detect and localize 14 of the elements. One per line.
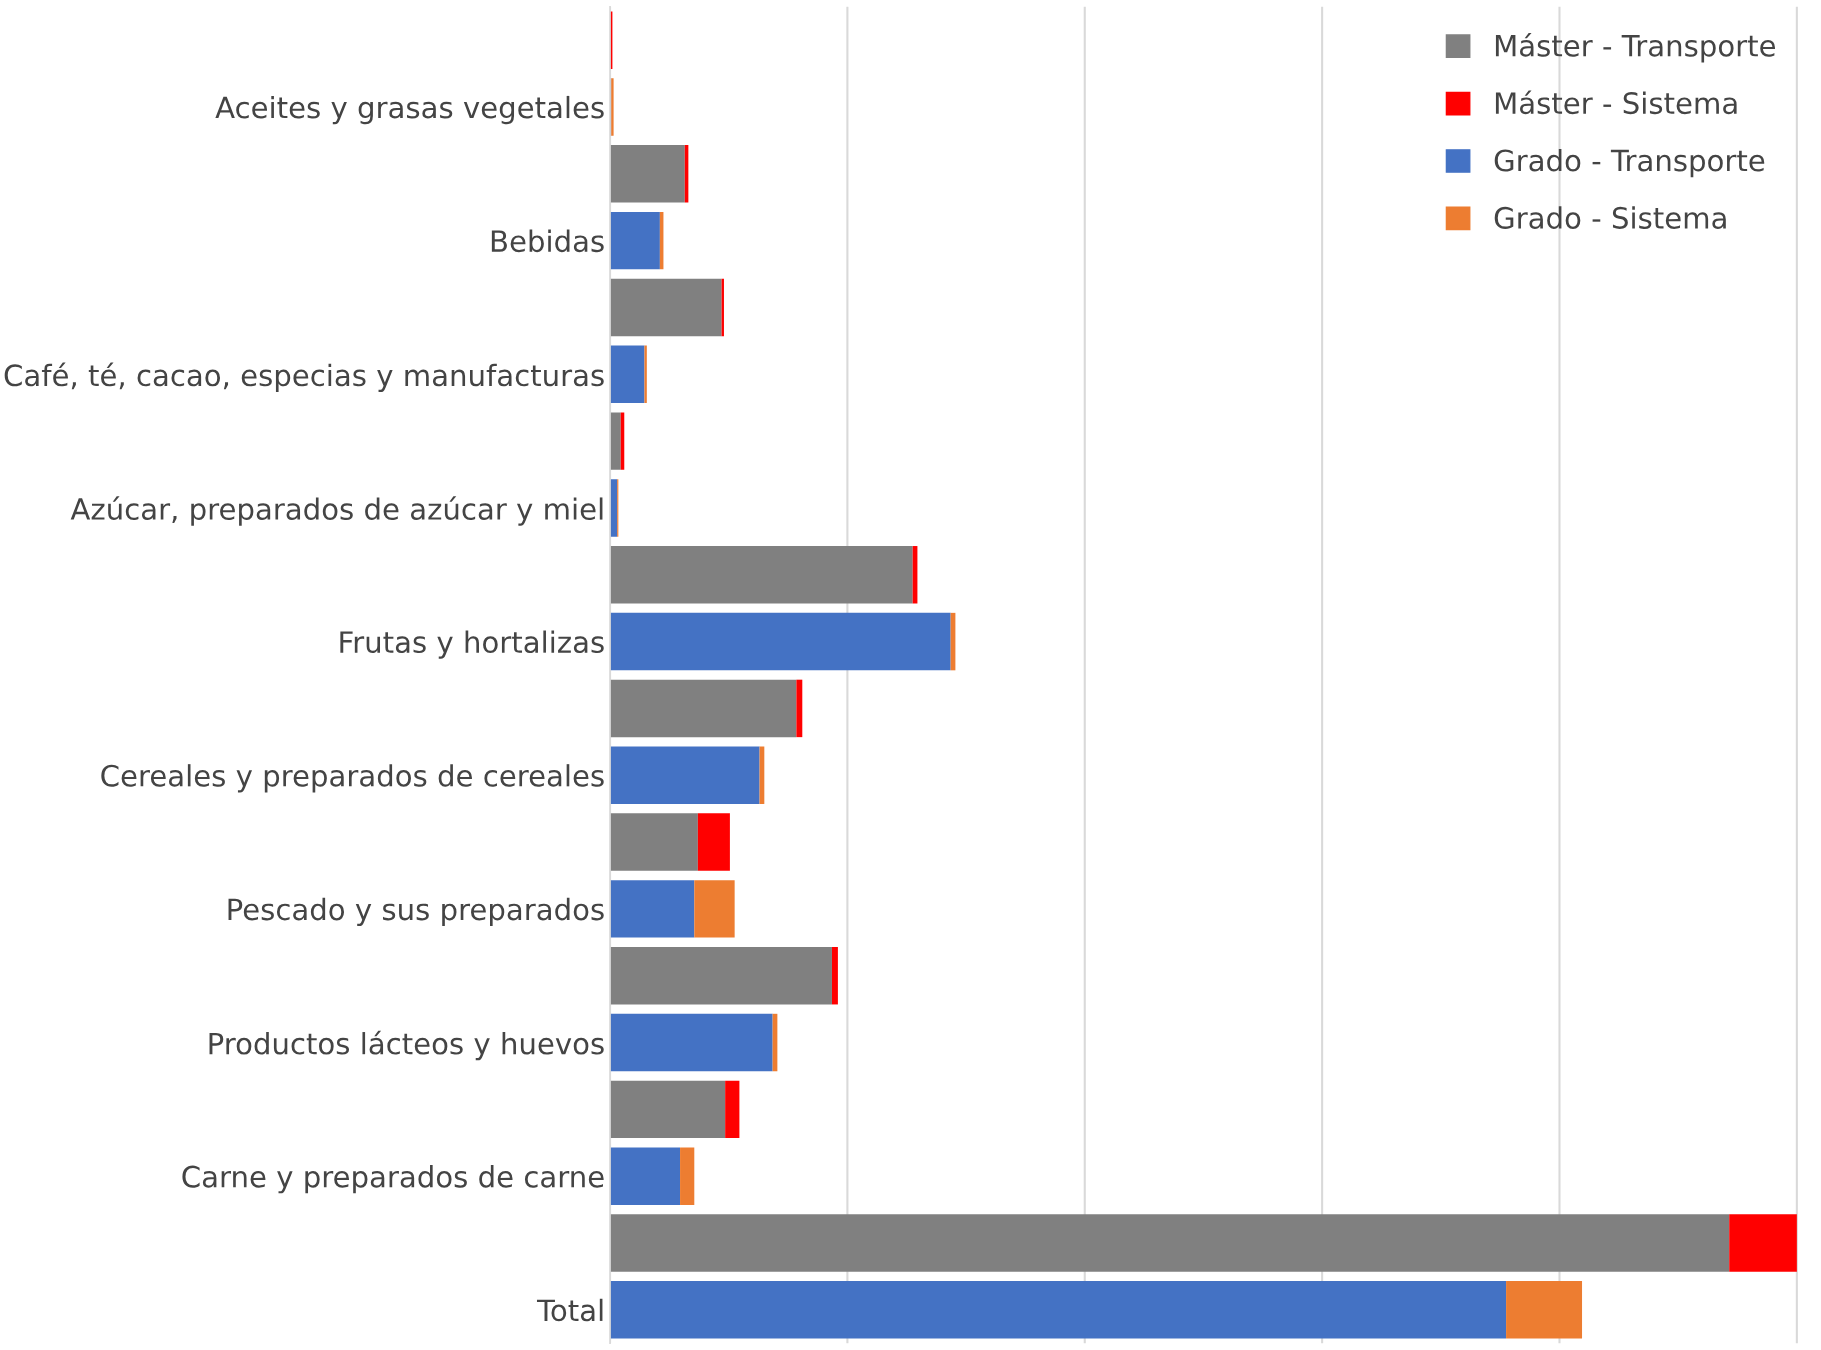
y-tick-label: Carne y preparados de carne [182, 1165, 604, 1194]
legend-label: Máster - Transporte [1495, 33, 1775, 63]
y-tick-label: Azúcar, preparados de azúcar y miel [70, 496, 603, 526]
y-tick-label: Frutas y hortalizas [340, 630, 604, 659]
y-tick-label: Bebidas [491, 229, 604, 253]
y-tick-label: Cereales y preparados de cereales [101, 764, 604, 793]
y-tick-label: Productos lácteos y huevos [209, 1030, 604, 1061]
legend-label: Máster - Sistema [1495, 90, 1737, 115]
y-tick-label: Café, té, cacao, especias y manufacturas [4, 362, 604, 393]
legend-label: Grado - Transporte [1494, 148, 1765, 178]
y-tick-label: Pescado y sus preparados [228, 897, 604, 927]
y-tick-label: Total [536, 1298, 603, 1322]
y-tick-label: Aceites y grasas vegetales [215, 95, 604, 125]
legend-label: Grado - Sistema [1494, 206, 1726, 229]
